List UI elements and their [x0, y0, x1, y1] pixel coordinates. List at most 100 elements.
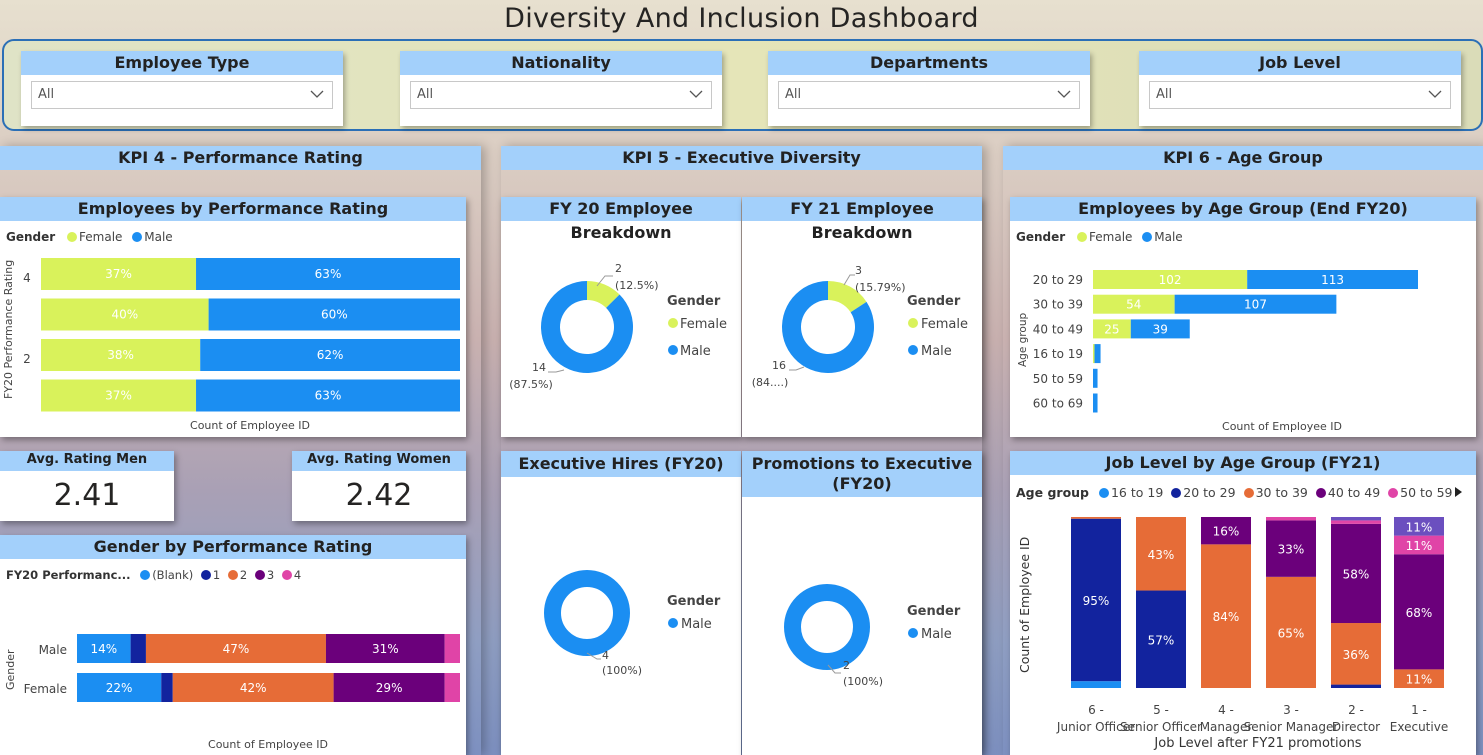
y-tick: 2	[23, 352, 31, 366]
data-label: 95%	[1083, 594, 1110, 608]
legend-female: Female	[921, 317, 968, 332]
bar-female	[1093, 319, 1131, 339]
legend-dot	[281, 570, 292, 580]
legend-dot	[1388, 488, 1399, 498]
job-level-dropdown[interactable]: All	[1149, 81, 1451, 109]
category-label: Female	[24, 682, 67, 696]
legend-item: 20 to 29	[1183, 485, 1236, 500]
y-tick: 4	[23, 271, 31, 285]
bar-segment	[1394, 669, 1444, 688]
bar-segment	[145, 634, 326, 663]
chart-title: FY 21 Employee Breakdown	[742, 197, 982, 242]
nationality-dropdown[interactable]: All	[410, 81, 712, 109]
x-tick-label: Director	[1332, 720, 1380, 734]
x-tick-label: 5 -	[1153, 703, 1169, 717]
legend-dot-male	[908, 345, 918, 355]
data-label: 62%	[317, 348, 344, 362]
legend-title: Gender	[907, 604, 961, 619]
x-tick-label: 4 -	[1218, 703, 1234, 717]
bar-male	[196, 258, 460, 290]
legend-dot-female	[1077, 232, 1088, 242]
legend-next-arrow-icon[interactable]	[1453, 485, 1465, 499]
data-label: 37%	[105, 389, 132, 403]
data-label: 63%	[315, 267, 342, 281]
fy21-donut: 3 (15.79%) 16 (84....) Gender Female Mal…	[752, 264, 968, 389]
data-label: 16	[772, 359, 786, 372]
chart-title: Promotions to Executive (FY20)	[742, 451, 982, 497]
donut-slice	[784, 584, 870, 670]
legend-dot	[254, 570, 265, 580]
avg-rating-men-value: 2.41	[53, 478, 121, 513]
legend-dot-male	[668, 345, 678, 355]
bar-segment	[1071, 517, 1121, 519]
chart-title: Job Level by Age Group (FY21)	[1010, 451, 1476, 475]
perf-rating-chart-card[interactable]: Employees by Performance Rating Gender F…	[0, 197, 466, 437]
avg-rating-women-card[interactable]: Avg. Rating Women 2.42	[292, 451, 466, 521]
data-label: 14	[532, 361, 546, 374]
x-axis-label: Count of Employee ID	[1222, 420, 1342, 433]
fy21-breakdown-card[interactable]: FY 21 Employee Breakdown 3 (15.79%) 16 (…	[742, 197, 982, 437]
age-group-chart-card[interactable]: Employees by Age Group (End FY20) Gender…	[1010, 197, 1476, 437]
data-label: 2	[615, 262, 622, 275]
bar-male	[1094, 344, 1101, 364]
data-label: (100%)	[843, 675, 883, 688]
bar-segment	[444, 673, 460, 702]
fy20-breakdown-card[interactable]: FY 20 Employee Breakdown 2 (12.5%) 14 (8…	[501, 197, 741, 437]
bar-segment	[1201, 544, 1251, 688]
data-label: 25	[1104, 322, 1119, 336]
data-label: 11%	[1406, 673, 1433, 687]
promotions-card[interactable]: Promotions to Executive (FY20) 2 (100%) …	[742, 451, 982, 755]
data-label: 60%	[321, 308, 348, 322]
legend-title: Gender	[667, 594, 721, 609]
bar-segment	[444, 634, 460, 663]
departments-slicer: Departments All	[768, 51, 1090, 126]
chart-title: Gender by Performance Rating	[0, 535, 466, 559]
bar-male	[1093, 368, 1098, 388]
employee-type-dropdown[interactable]: All	[31, 81, 333, 109]
bar-segment	[130, 634, 146, 663]
x-axis-label: Count of Employee ID	[208, 738, 328, 751]
legend-dot	[227, 570, 238, 580]
chart-legend: Age group 16 to 19 20 to 29 30 to 39 40 …	[1016, 485, 1452, 500]
category-label: 16 to 19	[1033, 347, 1083, 361]
category-label: 60 to 69	[1033, 397, 1083, 411]
x-tick-label: 2 -	[1348, 703, 1364, 717]
bar-segment	[77, 673, 162, 702]
data-label: (84....)	[752, 376, 789, 389]
data-label: 65%	[1278, 626, 1305, 640]
avg-rating-men-card[interactable]: Avg. Rating Men 2.41	[0, 451, 174, 521]
data-label: 68%	[1406, 606, 1433, 620]
chart-title: FY 20 Employee Breakdown	[501, 197, 741, 242]
leader-line	[586, 652, 601, 660]
bar-female	[41, 339, 201, 371]
bar-segment	[77, 634, 131, 663]
dropdown-value: All	[417, 87, 434, 102]
job-level-bars: Count of Employee ID Job Level after FY2…	[1017, 517, 1448, 751]
bar-male	[1130, 319, 1190, 339]
legend-dot-male	[668, 618, 678, 628]
gender-perf-chart-card[interactable]: Gender by Performance Rating FY20 Perfor…	[0, 535, 466, 755]
employee-type-slicer: Employee Type All	[21, 51, 343, 126]
data-label: (87.5%)	[509, 378, 553, 391]
leader-line	[596, 275, 613, 287]
bar-male	[200, 339, 460, 371]
bar-segment	[172, 673, 334, 702]
legend-title: Age group	[1016, 485, 1089, 500]
x-tick-label: 3 -	[1283, 703, 1299, 717]
data-label: 38%	[107, 348, 134, 362]
data-label: 39	[1153, 322, 1168, 336]
executive-hires-card[interactable]: Executive Hires (FY20) 4 (100%) Gender M…	[501, 451, 741, 755]
job-level-chart-card[interactable]: Job Level by Age Group (FY21) Age group …	[1010, 451, 1476, 755]
data-label: 3	[855, 264, 862, 277]
x-axis-label: Count of Employee ID	[190, 419, 310, 432]
leader-line	[843, 274, 855, 286]
data-label: 57%	[1148, 633, 1175, 647]
data-label: 2	[843, 659, 850, 672]
x-tick-label: Senior Manager	[1244, 720, 1339, 734]
dashboard-title: Diversity And Inclusion Dashboard	[504, 3, 979, 34]
chevron-down-icon	[310, 90, 324, 98]
departments-dropdown[interactable]: All	[778, 81, 1080, 109]
data-label: 40%	[111, 308, 138, 322]
category-label: 20 to 29	[1033, 273, 1083, 287]
legend-item: 16 to 19	[1110, 485, 1164, 500]
